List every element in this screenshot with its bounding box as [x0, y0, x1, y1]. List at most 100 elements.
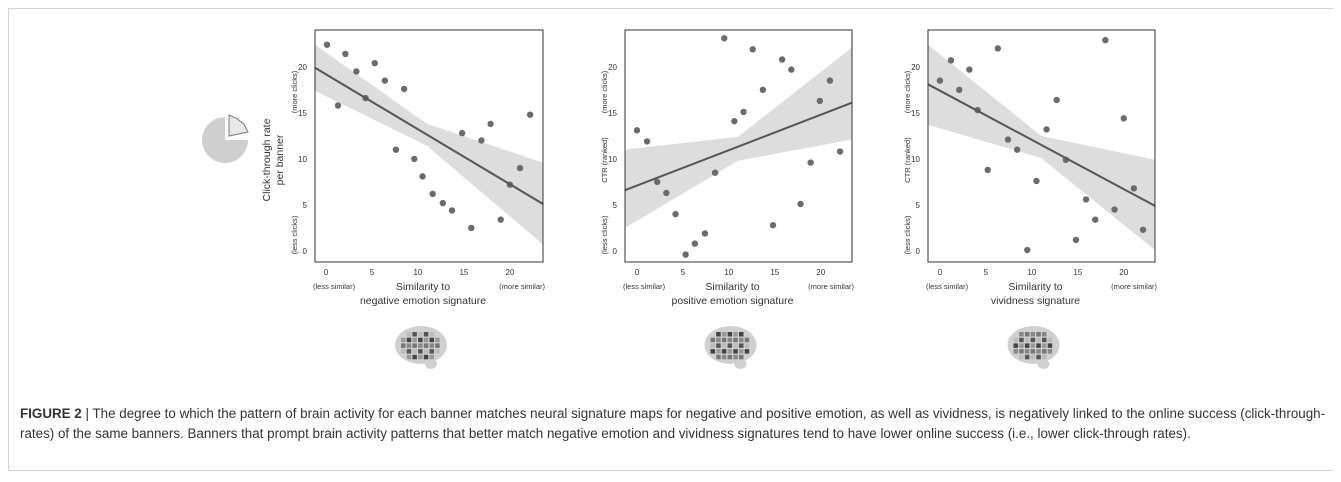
brain-voxel	[716, 337, 721, 343]
brain-voxel	[727, 332, 733, 337]
brain-voxel	[1042, 337, 1047, 343]
brain-stem	[734, 359, 747, 369]
caption-label: FIGURE 2	[20, 406, 82, 421]
brain-voxel	[727, 354, 733, 360]
y-tick-label: 0	[916, 247, 921, 256]
data-point	[826, 77, 834, 84]
plot-frame	[314, 29, 544, 263]
brain-stem	[425, 359, 437, 369]
brain-voxel	[727, 343, 733, 348]
data-point	[740, 108, 747, 116]
brain-voxel	[1036, 354, 1041, 360]
brain-voxel	[423, 337, 429, 343]
caption-text: The degree to which the pattern of brain…	[20, 406, 1326, 441]
brain-voxel	[1024, 343, 1030, 348]
y-tick-label: 0	[613, 247, 618, 256]
y-tick-label: 20	[911, 63, 920, 72]
brain-voxel	[733, 332, 738, 337]
brain-voxel	[710, 349, 715, 354]
brain-voxel	[423, 354, 429, 360]
x-low-note: (less similar)	[926, 282, 969, 291]
data-point	[721, 35, 728, 42]
y-tick-label: 5	[916, 201, 921, 210]
data-point	[411, 155, 418, 163]
data-point	[816, 97, 824, 105]
brain-voxel	[406, 354, 412, 360]
data-point	[749, 46, 756, 53]
brain-voxel	[733, 349, 738, 354]
data-point	[1024, 246, 1031, 254]
brain-voxel	[406, 349, 412, 354]
y-axis-label: CTR (ranked)	[600, 137, 609, 183]
brain-voxel	[1013, 337, 1018, 343]
x-tick-label: 15	[1073, 268, 1082, 277]
brain-voxel	[1047, 337, 1053, 343]
brain-voxel	[1019, 343, 1024, 348]
brain-icon	[395, 326, 447, 369]
y-tick-label: 20	[608, 63, 617, 72]
y-low-note: (less clicks)	[903, 215, 912, 254]
brain-voxel	[1042, 332, 1047, 337]
x-axis-label: vividness signature	[991, 295, 1080, 307]
y-high-note: (more clicks)	[600, 70, 609, 113]
data-point	[1139, 226, 1147, 233]
brain-voxel	[418, 354, 423, 360]
data-point	[1043, 126, 1050, 133]
data-point	[797, 200, 804, 208]
brain-voxel	[1024, 354, 1030, 360]
brain-voxel	[739, 349, 744, 354]
brain-voxel	[406, 343, 412, 348]
brain-voxel	[727, 337, 733, 343]
brain-voxel	[1024, 337, 1030, 343]
data-point	[448, 207, 456, 214]
x-tick-label: 5	[681, 268, 686, 277]
brain-voxel	[423, 343, 429, 348]
brain-voxel	[1030, 349, 1036, 354]
brain-voxel	[1036, 337, 1041, 343]
x-high-note: (more similar)	[499, 282, 545, 291]
brain-voxel	[412, 332, 417, 337]
data-point	[516, 164, 524, 172]
brain-voxel	[716, 349, 721, 354]
brain-voxel	[710, 343, 715, 348]
data-point	[956, 86, 963, 94]
brain-voxel	[1042, 349, 1047, 354]
brain-voxel	[733, 354, 738, 360]
x-tick-label: 20	[816, 268, 825, 277]
y-tick-label: 15	[298, 109, 307, 118]
data-point	[371, 59, 378, 67]
brain-voxel	[435, 337, 440, 343]
data-point	[1004, 136, 1012, 143]
regression-line	[314, 66, 544, 205]
brain-voxel	[412, 349, 417, 354]
brain-icon	[1007, 326, 1060, 369]
data-point	[994, 45, 1002, 52]
data-point	[966, 66, 973, 73]
data-point	[1120, 115, 1127, 122]
x-tick-label: 15	[770, 268, 779, 277]
data-point	[439, 199, 446, 207]
pie-shape	[202, 117, 248, 163]
data-point	[778, 56, 786, 63]
x-tick-label: 10	[724, 268, 733, 277]
brain-voxel	[1019, 332, 1024, 337]
brain-voxel	[1019, 354, 1024, 360]
data-point	[663, 189, 670, 197]
brain-voxel	[1036, 343, 1041, 348]
y-tick-label: 0	[303, 247, 308, 256]
data-point	[682, 251, 689, 258]
x-tick-label: 0	[938, 268, 943, 277]
data-point	[633, 127, 641, 134]
data-point	[691, 240, 699, 247]
brain-voxel	[1030, 343, 1036, 348]
x-tick-label: 10	[1027, 268, 1036, 277]
confidence-band	[928, 44, 1155, 251]
data-point	[1102, 36, 1109, 44]
brain-voxel	[412, 337, 417, 343]
figure-frame	[8, 8, 1333, 471]
y-tick-label: 15	[911, 109, 920, 118]
brain-voxel	[406, 337, 412, 343]
data-point	[487, 120, 494, 128]
